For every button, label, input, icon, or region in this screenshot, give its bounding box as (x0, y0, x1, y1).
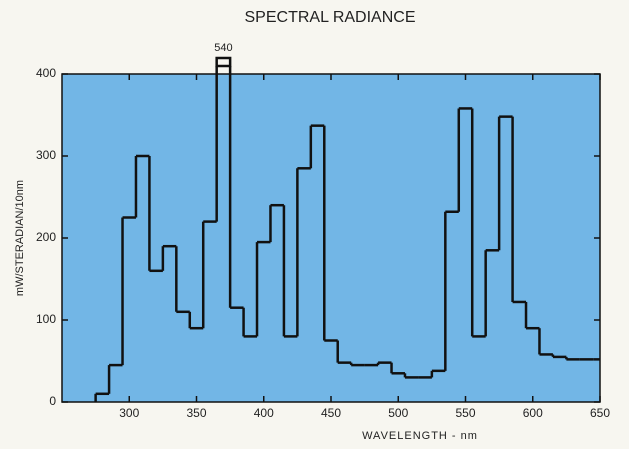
y-tick-label: 100 (36, 312, 56, 326)
x-tick-label: 300 (119, 406, 139, 420)
x-tick-label: 650 (590, 406, 610, 420)
y-tick-label: 200 (36, 230, 56, 244)
x-axis-label: WAVELENGTH - nm (362, 430, 478, 442)
plot-area (62, 74, 600, 402)
x-tick-label: 350 (186, 406, 206, 420)
x-tick-label: 450 (321, 406, 341, 420)
value-label: 540 (214, 42, 232, 54)
x-tick-label: 400 (254, 406, 274, 420)
y-tick-label: 300 (36, 148, 56, 162)
bars (94, 74, 600, 402)
y-tick-label: 0 (49, 394, 56, 408)
x-tick-label: 500 (388, 406, 408, 420)
chart-title: SPECTRAL RADIANCE (245, 9, 416, 26)
y-tick-label: 400 (36, 66, 56, 80)
overflow-box (215, 56, 232, 68)
y-axis-label: mW/STERADIAN/10nm (14, 180, 26, 296)
x-tick-label: 550 (455, 406, 475, 420)
x-tick-label: 600 (523, 406, 543, 420)
